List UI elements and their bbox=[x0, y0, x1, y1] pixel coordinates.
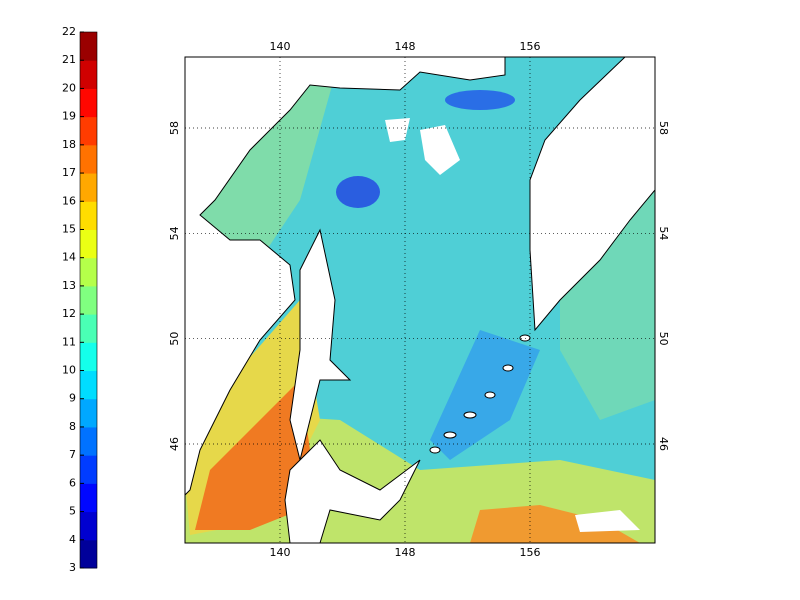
lat-label: 50 bbox=[168, 332, 181, 346]
colorbar-label: 19 bbox=[62, 110, 76, 123]
colorbar-label: 15 bbox=[62, 222, 76, 235]
colorbar-label: 3 bbox=[69, 561, 76, 574]
colorbar: 3 4 5 6 7 8 9 10 11 12 13 14 15 16 17 18 19 20 21 22 bbox=[62, 25, 98, 574]
no-data bbox=[420, 125, 460, 175]
color-band bbox=[80, 201, 97, 230]
colorbar-label: 20 bbox=[62, 81, 76, 94]
color-band bbox=[80, 511, 97, 541]
color-band bbox=[80, 173, 97, 202]
graticule bbox=[185, 57, 655, 543]
colorbar-label: 16 bbox=[62, 194, 76, 207]
color-band bbox=[80, 370, 97, 400]
field-orange bbox=[195, 380, 310, 530]
color-band bbox=[80, 285, 97, 315]
color-band bbox=[80, 483, 97, 513]
colorbar-label: 10 bbox=[62, 364, 76, 377]
color-band bbox=[80, 539, 97, 569]
color-band bbox=[80, 144, 97, 174]
colorbar-label: 22 bbox=[62, 25, 76, 38]
color-band bbox=[80, 116, 97, 146]
lat-label: 54 bbox=[657, 226, 670, 240]
map-labels: 140 140 148 148 156 156 58 58 54 54 50 50 46 46 bbox=[168, 40, 670, 559]
no-data bbox=[385, 118, 410, 142]
color-band bbox=[80, 257, 97, 287]
lat-label: 58 bbox=[657, 121, 670, 135]
color-band bbox=[80, 60, 97, 89]
colorbar-label: 18 bbox=[62, 138, 76, 151]
lon-label: 148 bbox=[395, 40, 416, 53]
color-band bbox=[80, 229, 97, 259]
kuril-islands bbox=[429, 334, 531, 454]
land-sakhalin bbox=[289, 228, 352, 461]
color-band bbox=[80, 455, 97, 484]
colorbar-label: 6 bbox=[69, 476, 76, 489]
lon-label: 156 bbox=[520, 40, 541, 53]
colorbar-frame bbox=[79, 31, 98, 569]
field-blue-north bbox=[445, 90, 515, 110]
lon-label: 140 bbox=[270, 40, 291, 53]
colorbar-label: 5 bbox=[69, 505, 76, 518]
color-band bbox=[80, 32, 97, 61]
lat-label: 58 bbox=[168, 121, 181, 135]
lat-label: 46 bbox=[168, 437, 181, 451]
colorbar-label: 14 bbox=[62, 251, 76, 264]
map-frame bbox=[184, 56, 656, 544]
colorbar-label: 17 bbox=[62, 166, 76, 179]
no-data bbox=[575, 510, 640, 532]
color-band bbox=[80, 314, 97, 343]
map-field bbox=[185, 57, 655, 543]
colorbar-label: 7 bbox=[69, 448, 76, 461]
lat-label: 54 bbox=[168, 226, 181, 240]
lon-label: 140 bbox=[270, 546, 291, 559]
land-mainland bbox=[185, 57, 506, 496]
color-band bbox=[80, 88, 97, 118]
lat-label: 50 bbox=[657, 332, 670, 346]
lon-label: 156 bbox=[520, 546, 541, 559]
land-kamchatka bbox=[529, 57, 655, 332]
color-band bbox=[80, 398, 97, 428]
colorbar-label: 12 bbox=[62, 307, 76, 320]
field-orange-south bbox=[470, 505, 640, 543]
colorbar-label: 4 bbox=[69, 533, 76, 546]
colorbar-label: 11 bbox=[62, 335, 76, 348]
lon-label: 148 bbox=[395, 546, 416, 559]
colorbar-label: 21 bbox=[62, 53, 76, 66]
colorbar-label: 13 bbox=[62, 279, 76, 292]
colorbar-label: 9 bbox=[69, 392, 76, 405]
lat-label: 46 bbox=[657, 437, 670, 451]
color-band bbox=[80, 342, 97, 372]
color-band bbox=[80, 426, 97, 456]
colorbar-label: 8 bbox=[69, 420, 76, 433]
field-blue-patch bbox=[336, 176, 380, 208]
land-hokkaido bbox=[284, 439, 421, 543]
